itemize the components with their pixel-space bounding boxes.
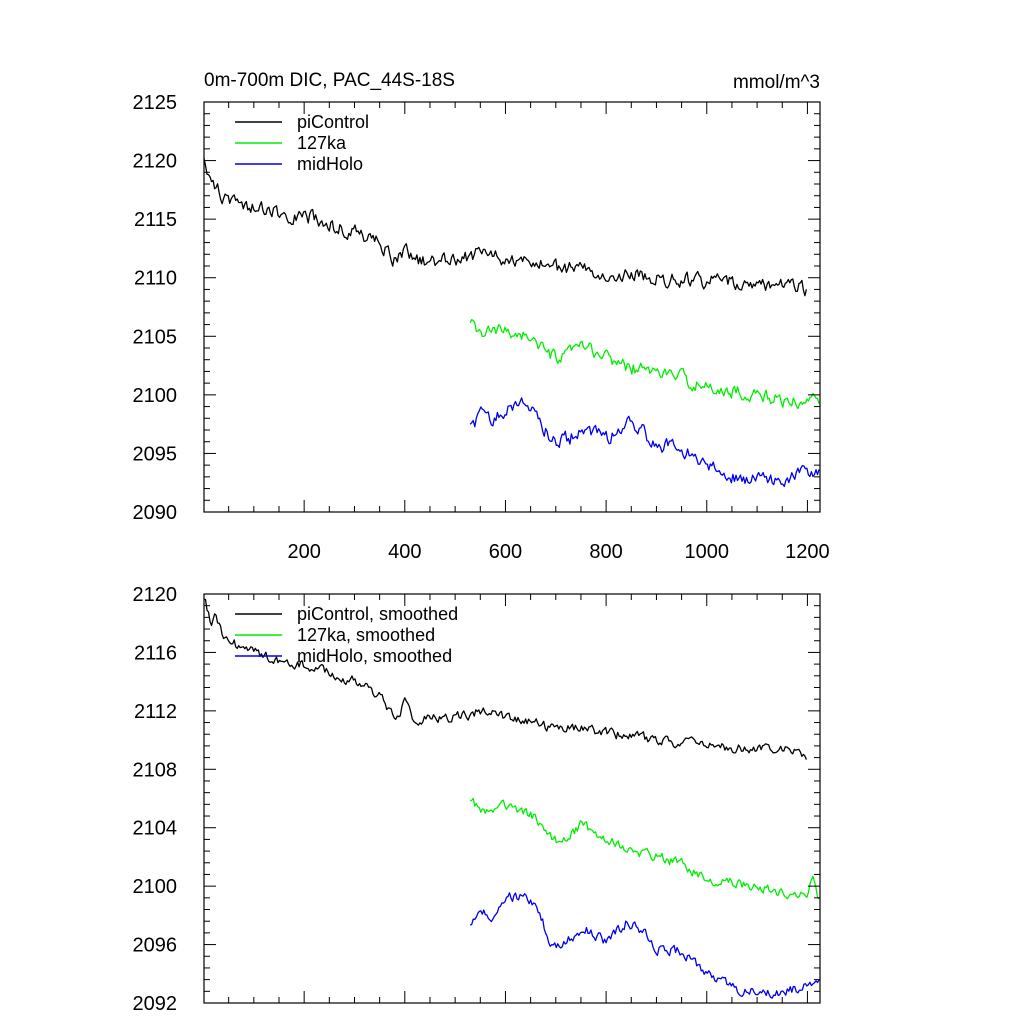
top-panel: 2090 2095 2100 2105 2110 2115 2120 2125 200 400 60… xyxy=(133,70,830,563)
bottom-panel: 2092 2096 2100 2104 2108 2112 2116 2120 piContro… xyxy=(133,584,821,1015)
y-tick-label: 2100 xyxy=(133,385,178,407)
units-label: mmol/m^3 xyxy=(733,72,820,93)
y-tick-label: 2116 xyxy=(134,642,177,664)
x-tick-label: 1000 xyxy=(685,541,730,563)
y-tick-label: 2125 xyxy=(133,92,178,114)
y-tick-label: 2100 xyxy=(133,876,178,898)
y-tick-label: 2104 xyxy=(133,818,178,840)
series-line-127ka-smoothed xyxy=(469,797,820,900)
x-tick-label: 1200 xyxy=(785,541,830,563)
y-tick-label: 2092 xyxy=(133,993,178,1015)
y-tick-label: 2120 xyxy=(133,151,178,173)
legend-label: midHolo, smoothed xyxy=(297,646,452,666)
legend-label: piControl, smoothed xyxy=(297,604,458,624)
legend-label: 127ka, smoothed xyxy=(297,625,435,645)
legend-label: midHolo xyxy=(297,154,363,174)
x-tick-label: 200 xyxy=(287,541,320,563)
y-tick-label: 2115 xyxy=(134,209,177,231)
chart-title: 0m-700m DIC, PAC_44S-18S xyxy=(204,70,455,91)
series-line-picontrol-smoothed xyxy=(203,598,807,760)
y-tick-label: 2108 xyxy=(133,759,178,781)
y-tick-label: 2090 xyxy=(133,502,178,524)
legend-label: piControl xyxy=(297,112,369,132)
y-tick-label: 2120 xyxy=(133,584,178,606)
plot-frame xyxy=(203,101,821,513)
series-line-127ka xyxy=(469,319,820,410)
x-tick-label: 400 xyxy=(388,541,421,563)
series-line-picontrol xyxy=(203,158,808,297)
series-line-midholo xyxy=(469,397,820,488)
legend-label: 127ka xyxy=(297,133,347,153)
x-tick-label: 600 xyxy=(489,541,522,563)
y-tick-label: 2096 xyxy=(133,935,178,957)
y-tick-label: 2112 xyxy=(134,701,177,723)
series-line-midholo-smoothed xyxy=(469,892,820,999)
y-tick-label: 2105 xyxy=(133,326,178,348)
y-tick-label: 2095 xyxy=(133,443,178,465)
plot-frame xyxy=(203,593,821,1004)
y-tick-label: 2110 xyxy=(134,268,177,290)
x-tick-label: 800 xyxy=(589,541,622,563)
